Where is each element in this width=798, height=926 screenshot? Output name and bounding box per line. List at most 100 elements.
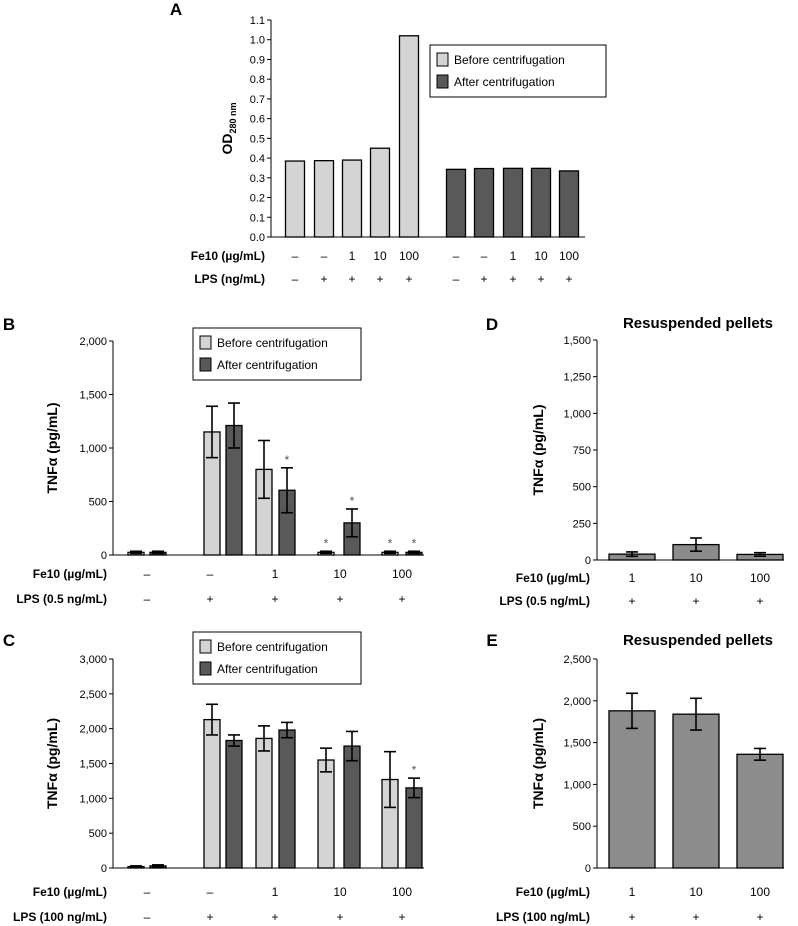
condition-value: 1 [272,885,279,899]
y-tick-label: 500 [573,482,591,494]
condition-value: 10 [689,885,703,899]
y-tick-label: 1,500 [79,759,107,771]
y-tick-label: 750 [573,445,591,457]
panel-b: B 0 500 1,000 1,500 2,000 TNFα (pg/mL) * * * * * Fe1… [3,315,424,606]
y-tick-label: 0.9 [250,54,265,66]
condition-label: LPS (0.5 ng/mL) [499,594,590,608]
condition-label: LPS (100 ng/mL) [13,910,107,924]
legend-label: After centrifugation [217,358,318,372]
y-tick-label: 1,500 [563,738,591,750]
condition-value: 100 [559,249,579,263]
condition-value: 100 [399,249,419,263]
condition-value: – [292,272,299,286]
bar-before [398,35,420,238]
condition-value: + [537,272,544,286]
y-tick-label: 0.4 [250,153,265,165]
bar-before [203,718,221,869]
bar-before [317,759,335,869]
condition-value: – [453,272,460,286]
bar-after [278,729,296,869]
legend-box [429,44,607,98]
legend-swatch-before [199,639,212,654]
y-tick-label: 0.7 [250,94,265,106]
panel-d: D Resuspended pellets 0 250 500 750 1,000 1,250… [486,315,784,608]
bar-before [255,737,273,869]
condition-label: Fe10 (µg/mL) [191,249,265,263]
condition-value: 100 [750,571,770,585]
condition-value: 1 [272,567,279,581]
y-tick-label: 0.0 [250,232,265,244]
bar-after [530,167,552,238]
bar-before [369,147,391,238]
y-axis-label: OD280 nm [219,102,238,154]
y-tick-label: 1,000 [563,779,591,791]
legend-label: Before centrifugation [454,53,565,67]
condition-value: – [144,885,151,899]
y-tick-label: 0.6 [250,114,265,126]
legend-swatch-after [199,357,212,372]
condition-value: 10 [534,249,548,263]
y-tick-label: 1.1 [250,15,265,27]
condition-value: + [271,910,278,924]
y-axis-label-main: OD [219,134,235,155]
panel-e: E Resuspended pellets 0 500 1,000 1,500 2,000 2… [486,631,784,924]
y-axis-label-sub: 280 nm [228,102,238,133]
legend-label: After centrifugation [217,662,318,676]
y-tick-label: 1,500 [79,390,107,402]
condition-value: + [336,910,343,924]
condition-value: + [348,272,355,286]
panel-letter: C [3,631,15,650]
y-tick-label: 2,500 [563,654,591,666]
bar-after [445,168,467,238]
condition-label: Fe10 (µg/mL) [33,885,107,899]
condition-value: 100 [392,567,412,581]
y-tick-label: 3,000 [79,654,107,666]
legend-label: Before centrifugation [217,640,328,654]
bar-pellet [608,710,656,869]
condition-value: 10 [373,249,387,263]
y-tick-label: 1.0 [250,35,265,47]
condition-label: LPS (ng/mL) [194,272,265,286]
panel-letter: E [486,631,497,650]
condition-value: + [206,592,213,606]
bar-after [473,167,495,238]
condition-value: 100 [392,885,412,899]
y-tick-label: 2,000 [79,336,107,348]
legend-swatch-before [199,335,212,350]
y-tick-label: 0.3 [250,173,265,185]
significance-star: * [350,494,355,508]
y-tick-label: 500 [89,497,107,509]
condition-value: 10 [333,885,347,899]
condition-label: Fe10 (µg/mL) [33,567,107,581]
condition-value: – [144,592,151,606]
condition-value: + [376,272,383,286]
legend-swatch-after [436,74,449,89]
panel-letter: D [486,315,498,334]
y-tick-label: 2,000 [79,724,107,736]
condition-value: + [480,272,487,286]
panel-letter: A [170,0,182,19]
bar-after [558,170,580,238]
condition-value: – [207,885,214,899]
condition-value: + [756,594,763,608]
y-axis-label: TNFα (pg/mL) [44,718,60,809]
condition-value: + [509,272,516,286]
condition-value: + [398,910,405,924]
panel-c: C 0 500 1,000 1,500 2,000 2,500 3,000 TNFα (pg/m… [3,631,424,924]
condition-value: + [565,272,572,286]
y-tick-label: 250 [573,518,591,530]
y-tick-label: 0.8 [250,74,265,86]
condition-value: – [292,249,299,263]
condition-value: – [144,910,151,924]
legend-label: After centrifugation [454,75,555,89]
y-axis-label: TNFα (pg/mL) [530,404,546,495]
condition-value: 100 [750,885,770,899]
condition-value: + [692,594,699,608]
condition-value: – [321,249,328,263]
bar-before [284,160,306,238]
condition-value: – [481,249,488,263]
y-tick-label: 0.5 [250,133,265,145]
legend-box [192,631,362,685]
y-tick-label: 2,500 [79,689,107,701]
